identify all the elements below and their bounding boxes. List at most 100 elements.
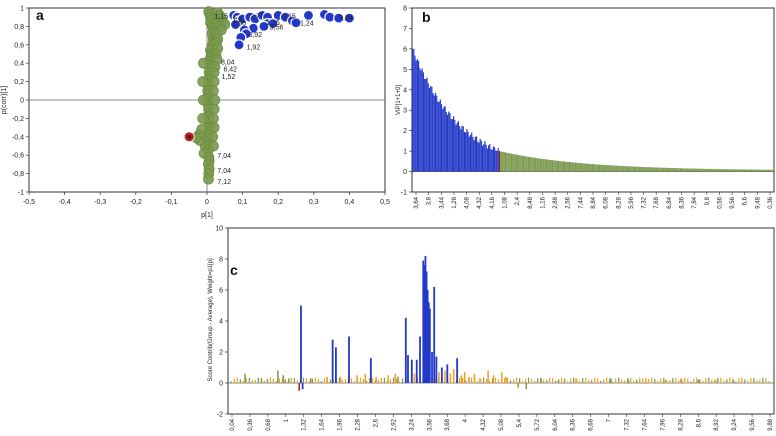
- panel-c-xtick-label: 7,64: [642, 418, 648, 430]
- contrib-bar-blue: [446, 364, 449, 383]
- point-label: 1,24: [300, 21, 314, 28]
- contrib-noise-bar: [762, 377, 764, 383]
- panel-b-xtick-label: 1,08: [503, 196, 509, 208]
- blue-point: [333, 12, 345, 24]
- vip-bar: [536, 158, 538, 172]
- contrib-bar-green: [277, 370, 279, 383]
- panel-b-ytick-label: 5: [403, 67, 407, 74]
- contrib-bar-orange: [387, 375, 389, 383]
- panel-c-plot-area: [227, 227, 775, 415]
- vip-bar: [460, 129, 462, 172]
- contrib-bar-blue: [422, 260, 425, 383]
- vip-bar: [755, 169, 758, 172]
- contrib-noise-bar: [738, 378, 740, 383]
- vip-bar: [675, 168, 677, 172]
- vip-bar: [497, 147, 499, 172]
- vip-bar: [769, 169, 771, 172]
- contrib-noise-bar: [543, 379, 545, 383]
- panel-a-xtick-label: -0,5: [23, 199, 35, 206]
- contrib-noise-bar: [693, 378, 695, 383]
- point-label: 1,52: [222, 74, 236, 81]
- contrib-noise-bar: [744, 379, 746, 383]
- vip-bar: [753, 169, 755, 172]
- panel-b-xtick-label: 3,64: [414, 196, 420, 208]
- contrib-noise-bar: [488, 380, 491, 383]
- vip-bar: [747, 169, 749, 172]
- panel-b-xtick-label: 2,88: [553, 196, 559, 208]
- contrib-bar-green: [282, 375, 285, 383]
- vip-bar: [566, 161, 568, 172]
- contrib-bar-blue: [300, 305, 302, 383]
- vip-bar: [754, 169, 756, 172]
- vip-bar: [558, 160, 560, 172]
- panel-c-ytick-label: 0: [219, 381, 223, 388]
- vip-bar: [712, 168, 714, 172]
- vip-bar: [515, 154, 517, 172]
- red-point-core: [187, 134, 192, 139]
- vip-bar: [606, 165, 608, 172]
- vip-bar: [772, 169, 774, 172]
- vip-bar: [737, 169, 739, 172]
- panel-b-ytick-label: 2: [403, 128, 407, 135]
- vip-bar: [570, 162, 572, 172]
- vip-bar: [492, 146, 494, 172]
- vip-bar: [637, 166, 639, 172]
- contrib-noise-bar: [549, 377, 551, 383]
- vip-bar: [526, 156, 528, 172]
- contrib-noise-bar: [591, 379, 593, 383]
- contrib-bar-green: [397, 376, 399, 383]
- contrib-noise-bar: [290, 377, 292, 383]
- vip-bar: [682, 168, 684, 172]
- vip-bar: [456, 122, 458, 172]
- vip-bar: [751, 169, 753, 172]
- vip-bar: [496, 150, 498, 172]
- panel-c-xtick-label: 4: [463, 418, 469, 422]
- vip-bar: [453, 116, 455, 172]
- contrib-noise-bar: [350, 378, 353, 383]
- contrib-noise-bar: [681, 379, 683, 383]
- vip-bar: [759, 169, 761, 172]
- blue-point: [233, 39, 245, 51]
- green-point: [197, 113, 209, 124]
- panel-b-xtick-label: 2,4: [515, 196, 521, 205]
- panel-c-xtick-label: 2,28: [356, 418, 362, 430]
- vip-bar: [666, 167, 668, 172]
- contrib-bar-green: [557, 379, 560, 383]
- panel-b-ytick-label: 0: [403, 169, 407, 176]
- blue-point: [290, 17, 302, 29]
- contrib-noise-bar: [588, 380, 590, 383]
- vip-bar: [420, 70, 422, 172]
- vip-bar: [459, 126, 461, 172]
- contrib-noise-bar: [666, 379, 668, 383]
- contrib-noise-bar: [669, 380, 671, 383]
- panel-b-ytick-label: -1: [401, 190, 407, 197]
- vip-bar: [745, 169, 747, 172]
- vip-bar: [729, 169, 731, 172]
- vip-bar: [463, 131, 466, 172]
- vip-bar: [415, 60, 417, 172]
- panel-b-bars: [412, 48, 774, 172]
- panel-a-ytick-label: -0,2: [12, 116, 24, 123]
- panel-c-ytick-label: -2: [217, 412, 223, 419]
- contrib-bar-blue: [404, 317, 407, 383]
- vip-bar: [632, 166, 634, 172]
- contrib-bar-orange: [680, 378, 682, 383]
- panel-a-ytick-label: -0,8: [12, 171, 24, 178]
- vip-bar: [705, 168, 707, 172]
- panel-b-xtick-label: 8,28: [616, 196, 622, 208]
- vip-bar: [462, 126, 464, 172]
- panel-c-xtick-label: 8,6: [696, 418, 702, 427]
- vip-bar: [700, 168, 702, 172]
- vip-bar: [556, 160, 558, 172]
- panel-a-points: [183, 6, 355, 185]
- vip-bar: [427, 83, 429, 172]
- contrib-bar-blue: [433, 286, 436, 383]
- contrib-noise-bar: [239, 379, 241, 383]
- vip-bar: [437, 101, 439, 172]
- contrib-noise-bar: [633, 380, 635, 383]
- panel-a-xtick-label: 0,3: [309, 199, 319, 206]
- contrib-noise-bar: [603, 378, 605, 383]
- vip-bar: [567, 161, 569, 172]
- vip-bar: [440, 104, 443, 172]
- vip-bar: [580, 163, 583, 172]
